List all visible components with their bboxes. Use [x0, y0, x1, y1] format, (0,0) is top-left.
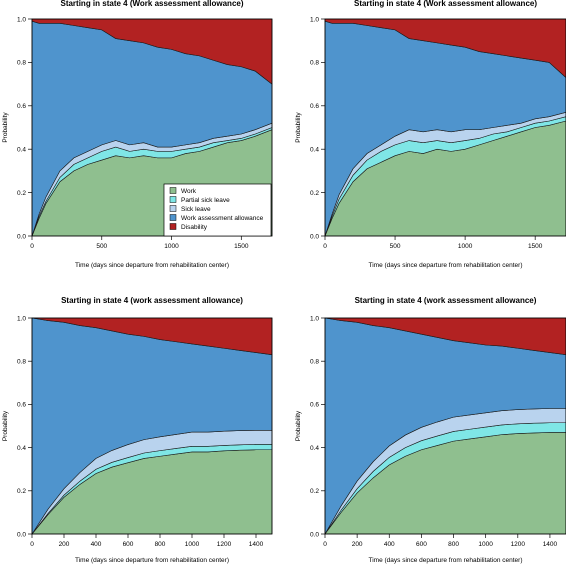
chart-title: Starting in state 4 (work assessment all… — [355, 296, 537, 305]
x-tick-label: 1500 — [234, 243, 249, 250]
x-tick-label: 0 — [323, 243, 327, 250]
chart-panel-4: 0.0 0.2 0.4 0.6 0.8 1.0 0 200 400 600 800 1000 1200 1… — [295, 296, 566, 564]
y-axis-label: Probability — [295, 112, 302, 143]
y-tick-label: 0.8 — [310, 60, 319, 67]
x-axis-label: Time (days since departure from rehabili… — [368, 262, 522, 269]
y-axis-label: Probability — [295, 410, 302, 441]
y-tick-label: 0.8 — [17, 60, 26, 67]
x-tick-label: 1000 — [185, 541, 200, 548]
plot-frame — [31, 18, 273, 237]
y-tick-label: 0.4 — [17, 445, 26, 452]
x-tick-label: 500 — [96, 243, 107, 250]
legend-swatch — [169, 205, 177, 212]
legend-label: Work — [181, 188, 197, 195]
x-tick-label: 1200 — [217, 541, 232, 548]
y-tick-label: 0.8 — [17, 359, 26, 366]
y-tick-label: 0.2 — [17, 488, 26, 495]
x-tick-label: 1200 — [511, 541, 526, 548]
x-tick-label: 1400 — [249, 541, 264, 548]
y-tick-label: 0.4 — [310, 147, 319, 154]
legend-label: Partial sick leave — [181, 197, 230, 204]
y-axis-label: Probability — [2, 112, 9, 143]
y-tick-label: 0.2 — [310, 488, 319, 495]
x-tick-label: 400 — [91, 541, 102, 548]
y-tick-label: 1.0 — [310, 16, 319, 23]
x-tick-label: 200 — [352, 541, 363, 548]
y-tick-label: 1.0 — [17, 16, 26, 23]
y-axis-label: Probability — [2, 410, 9, 441]
chart-title: Starting in state 4 (Work assessment all… — [354, 0, 537, 8]
legend: Work Partial sick leave Sick leave Work ass… — [163, 183, 272, 237]
chart-panel-3: 0.0 0.2 0.4 0.6 0.8 1.0 0 200 400 600 800 1000 1200 1… — [2, 296, 273, 564]
y-tick-label: 0.8 — [310, 359, 319, 366]
y-tick-label: 0.0 — [310, 233, 319, 240]
y-tick-label: 0.0 — [17, 233, 26, 240]
x-tick-label: 1500 — [528, 243, 543, 250]
x-tick-label: 200 — [59, 541, 70, 548]
y-tick-label: 0.6 — [17, 402, 26, 409]
x-tick-label: 600 — [123, 541, 134, 548]
legend-label: Sick leave — [181, 206, 211, 213]
legend-label: Work assessment allowance — [181, 215, 264, 222]
x-axis-label: Time (days since departure from rehabili… — [368, 557, 522, 564]
plot-frame — [324, 18, 566, 237]
y-tick-label: 0.2 — [310, 190, 319, 197]
chart-panel-1: 0.0 0.2 0.4 0.6 0.8 1.0 0 500 1000 1500 Starting i… — [2, 0, 273, 269]
y-tick-label: 0.6 — [310, 402, 319, 409]
legend-swatch — [169, 223, 177, 230]
legend-swatch — [169, 214, 177, 221]
y-tick-label: 0.0 — [310, 531, 319, 538]
y-tick-label: 1.0 — [310, 315, 319, 322]
x-tick-label: 0 — [30, 243, 34, 250]
legend-swatch — [169, 196, 177, 203]
x-axis-label: Time (days since departure from rehabili… — [75, 262, 229, 269]
x-tick-label: 600 — [416, 541, 427, 548]
chart-title: Starting in state 4 (work assessment all… — [61, 296, 243, 305]
x-tick-label: 0 — [323, 541, 327, 548]
x-tick-label: 800 — [448, 541, 459, 548]
chart-panel-2: 0.0 0.2 0.4 0.6 0.8 1.0 0 500 1000 1500 Starting i… — [295, 0, 566, 269]
x-axis-label: Time (days since departure from rehabili… — [75, 557, 229, 564]
legend-box — [163, 183, 272, 237]
y-tick-label: 0.4 — [310, 445, 319, 452]
plot-frame — [324, 317, 566, 535]
chart-title: Starting in state 4 (Work assessment all… — [60, 0, 243, 8]
x-tick-label: 800 — [155, 541, 166, 548]
y-tick-label: 0.0 — [17, 531, 26, 538]
x-tick-label: 1000 — [458, 243, 473, 250]
y-tick-label: 1.0 — [17, 315, 26, 322]
x-tick-label: 400 — [384, 541, 395, 548]
x-tick-label: 0 — [30, 541, 34, 548]
plot-frame — [31, 317, 273, 535]
x-tick-label: 1400 — [543, 541, 558, 548]
x-tick-label: 1000 — [164, 243, 179, 250]
legend-label: Disability — [181, 224, 208, 231]
x-tick-label: 1000 — [478, 541, 493, 548]
x-tick-label: 500 — [390, 243, 401, 250]
y-tick-label: 0.6 — [310, 103, 319, 110]
y-tick-label: 0.2 — [17, 190, 26, 197]
legend-swatch — [169, 187, 177, 194]
y-tick-label: 0.4 — [17, 147, 26, 154]
y-tick-label: 0.6 — [17, 103, 26, 110]
